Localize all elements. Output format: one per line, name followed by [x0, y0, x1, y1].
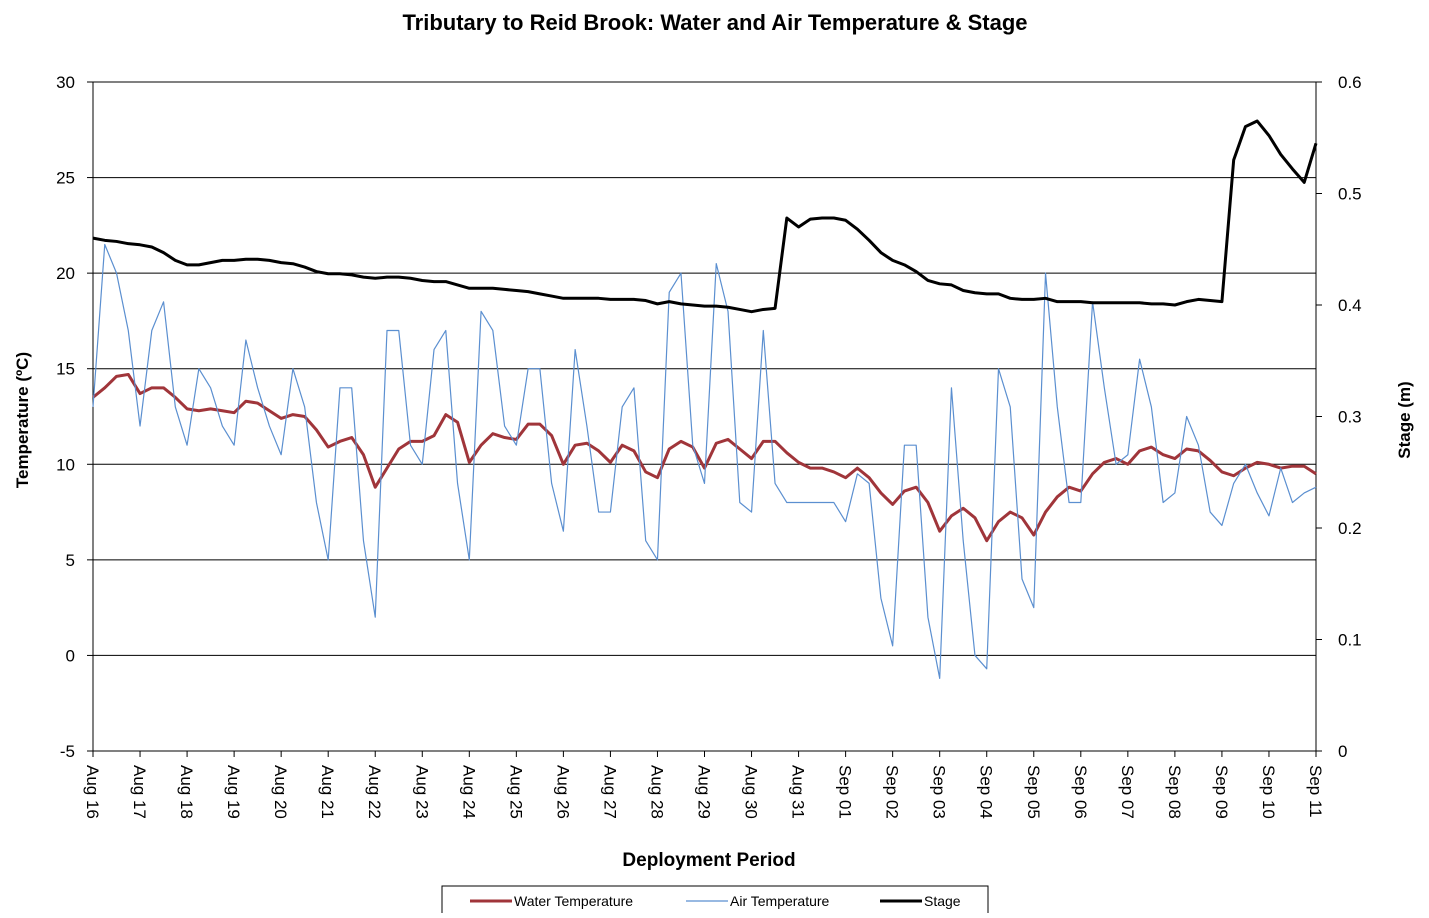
x-tick-label: Aug 22	[365, 765, 384, 819]
legend-label: Air Temperature	[730, 893, 830, 909]
x-tick-label: Sep 05	[1024, 765, 1043, 819]
y-tick-label: 30	[56, 73, 75, 92]
x-tick-label: Aug 19	[224, 765, 243, 819]
x-tick-label: Sep 10	[1259, 765, 1278, 819]
y-tick-label: 20	[56, 264, 75, 283]
x-tick-label: Aug 31	[789, 765, 808, 819]
series-line	[92, 119, 1318, 314]
legend-label: Water Temperature	[514, 893, 633, 909]
chart-title: Tributary to Reid Brook: Water and Air T…	[402, 10, 1027, 35]
x-tick-label: Sep 03	[930, 765, 949, 819]
y-tick-label: -5	[60, 742, 75, 761]
x-tick-label: Aug 21	[318, 765, 337, 819]
y2-tick-label: 0.3	[1338, 408, 1362, 427]
x-tick-label: Aug 17	[130, 765, 149, 819]
x-tick-label: Sep 02	[883, 765, 902, 819]
series-line	[92, 243, 1317, 679]
x-tick-label: Aug 24	[459, 765, 478, 819]
x-tick-label: Sep 04	[977, 765, 996, 819]
x-tick-label: Sep 01	[836, 765, 855, 819]
x-tick-label: Sep 08	[1165, 765, 1184, 819]
x-tick-label: Aug 23	[412, 765, 431, 819]
y2-axis-title: Stage (m)	[1395, 381, 1414, 458]
x-tick-label: Aug 16	[83, 765, 102, 819]
series-line	[92, 372, 1317, 543]
x-tick-label: Aug 26	[553, 765, 572, 819]
legend-label: Stage	[924, 893, 961, 909]
y-axis-title: Temperature (ºC)	[13, 352, 32, 488]
y2-tick-label: 0.5	[1338, 185, 1362, 204]
x-tick-label: Aug 20	[271, 765, 290, 819]
x-tick-label: Aug 18	[177, 765, 196, 819]
x-tick-label: Aug 30	[742, 765, 761, 819]
x-tick-label: Aug 29	[695, 765, 714, 819]
y-tick-label: 0	[66, 646, 75, 665]
y-tick-label: 15	[56, 360, 75, 379]
x-axis-title: Deployment Period	[622, 850, 795, 871]
y-tick-label: 10	[56, 455, 75, 474]
y-tick-label: 25	[56, 169, 75, 188]
y2-tick-label: 0.4	[1338, 296, 1362, 315]
x-tick-label: Aug 27	[600, 765, 619, 819]
x-tick-label: Sep 11	[1306, 765, 1325, 818]
y2-tick-label: 0.2	[1338, 519, 1362, 538]
y2-tick-label: 0.6	[1338, 73, 1362, 92]
x-tick-label: Aug 25	[506, 765, 525, 819]
x-tick-label: Sep 07	[1118, 765, 1137, 819]
y-tick-label: 5	[66, 551, 75, 570]
y2-tick-label: 0	[1338, 742, 1347, 761]
x-tick-label: Sep 06	[1071, 765, 1090, 819]
x-tick-label: Sep 09	[1212, 765, 1231, 819]
y2-tick-label: 0.1	[1338, 631, 1362, 650]
x-tick-label: Aug 28	[647, 765, 666, 819]
